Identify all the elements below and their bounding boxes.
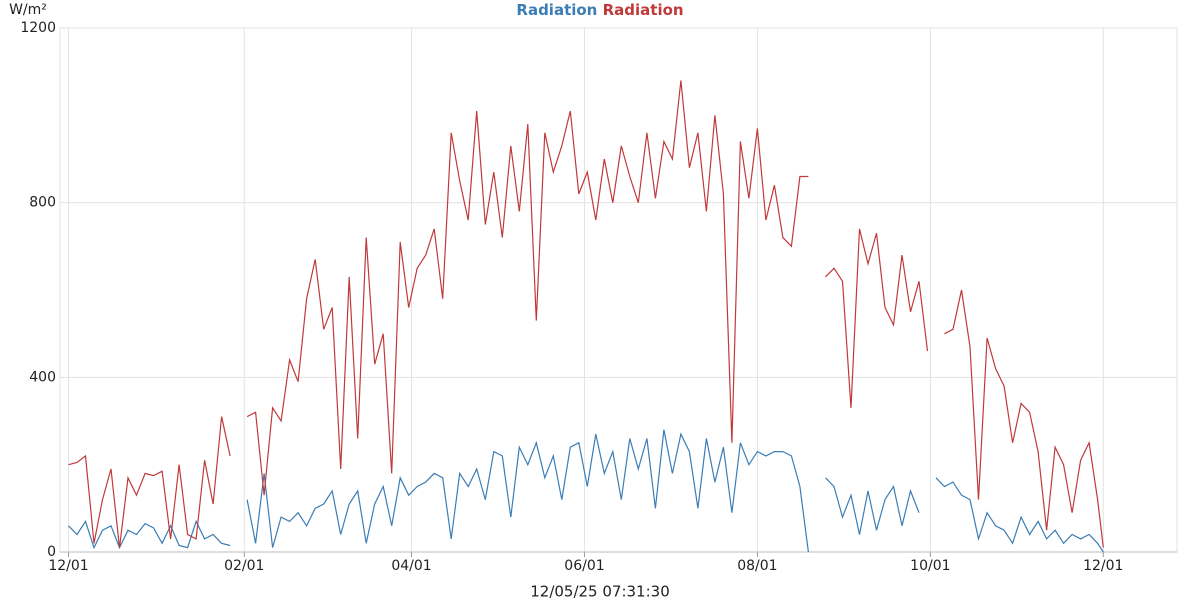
x-tick-label: 08/01 (737, 558, 777, 574)
legend-entry: Radiation (516, 1, 597, 19)
x-axis-label: 12/05/25 07:31:30 (530, 583, 670, 600)
x-tick-label: 12/01 (48, 558, 88, 574)
plot-frame (59, 27, 1178, 553)
x-tick-label: 02/01 (224, 558, 264, 574)
y-tick-label: 800 (29, 195, 56, 211)
y-axis-label: W/m² (9, 2, 47, 18)
x-tick-label: 06/01 (564, 558, 604, 574)
x-tick-label: 12/01 (1083, 558, 1123, 574)
legend: Radiation Radiation (516, 1, 683, 19)
line-series (68, 80, 1104, 548)
line-series (68, 429, 1104, 553)
x-tick-label: 10/01 (910, 558, 950, 574)
y-tick-label: 0 (47, 544, 56, 560)
y-tick-label: 1200 (20, 20, 56, 36)
x-tick-label: 04/01 (391, 558, 431, 574)
y-tick-label: 400 (29, 369, 56, 385)
legend-entry: Radiation (603, 1, 684, 19)
